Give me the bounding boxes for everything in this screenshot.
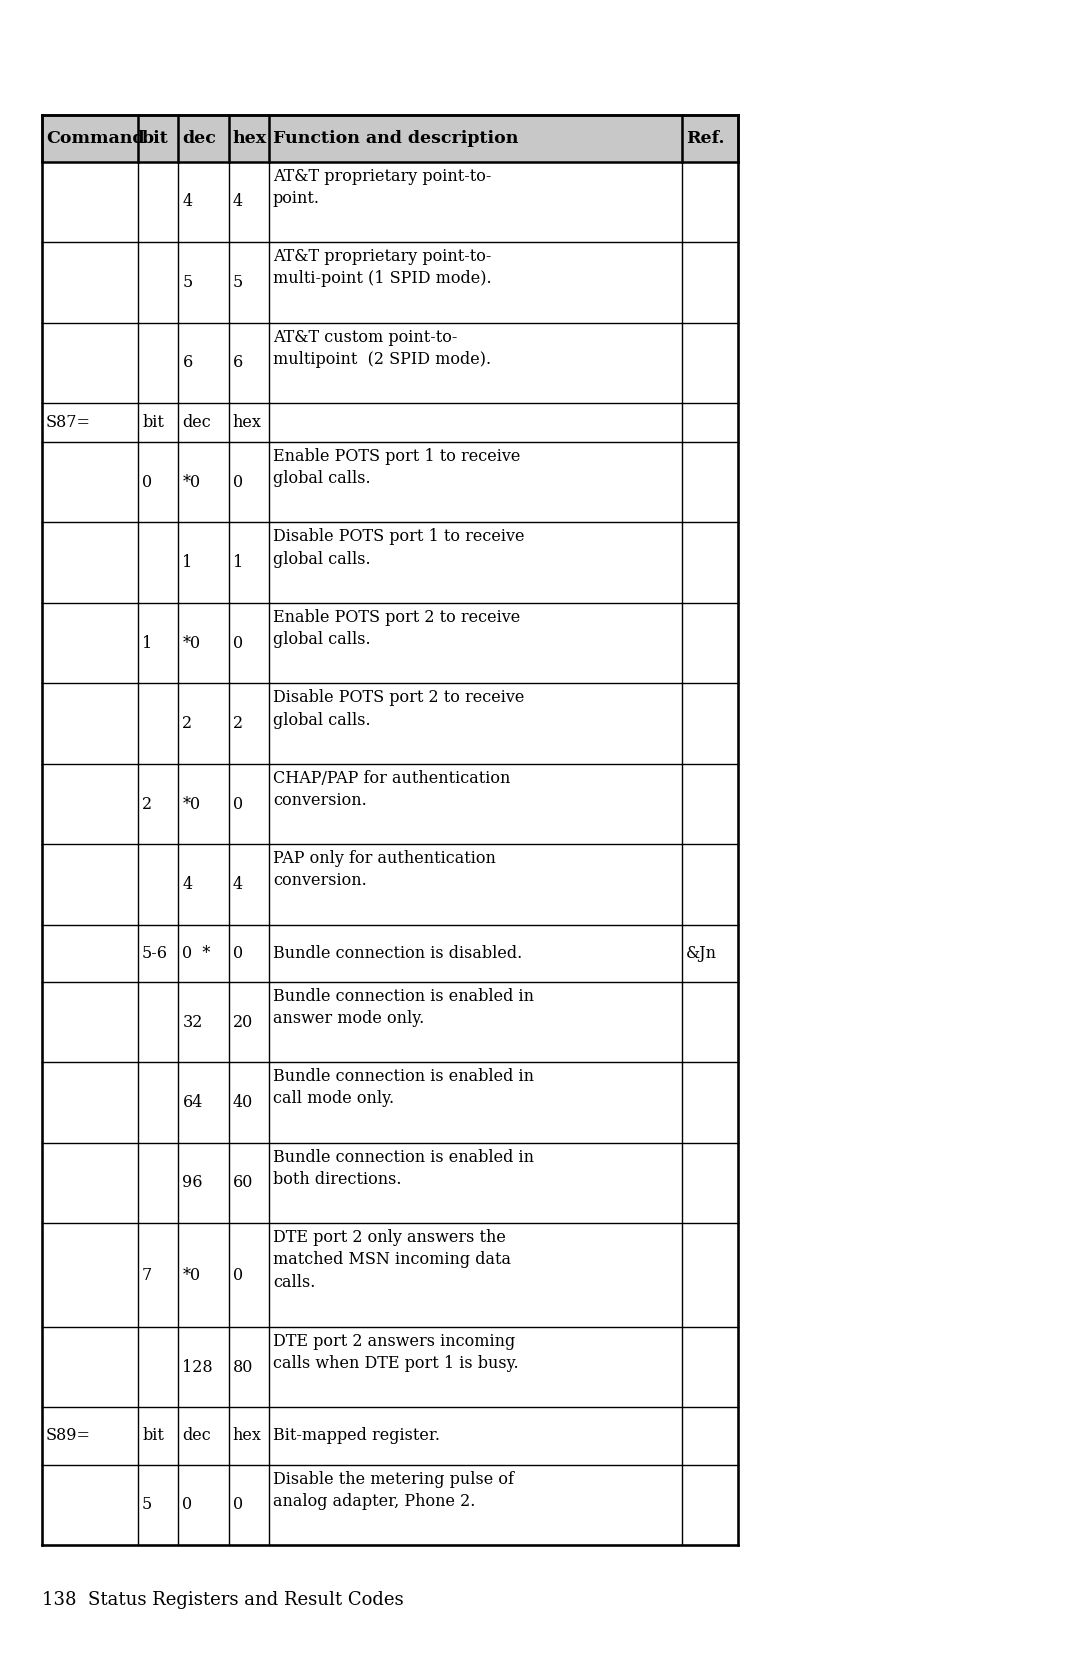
Text: 2: 2 bbox=[232, 714, 243, 733]
Bar bbox=[42, 1327, 738, 1407]
Text: 0: 0 bbox=[183, 1497, 192, 1514]
Bar bbox=[42, 522, 738, 603]
Text: bit: bit bbox=[143, 414, 164, 431]
Text: 60: 60 bbox=[232, 1175, 253, 1192]
Bar bbox=[42, 981, 738, 1061]
Bar bbox=[42, 683, 738, 764]
Text: 5: 5 bbox=[183, 274, 192, 290]
Text: Disable POTS port 1 to receive
global calls.: Disable POTS port 1 to receive global ca… bbox=[273, 529, 525, 567]
Text: bit: bit bbox=[143, 1427, 164, 1444]
Text: AT&T proprietary point-to-
point.: AT&T proprietary point-to- point. bbox=[273, 167, 491, 207]
Text: bit: bit bbox=[143, 130, 168, 147]
Text: 0  *: 0 * bbox=[183, 945, 211, 961]
Text: Disable POTS port 2 to receive
global calls.: Disable POTS port 2 to receive global ca… bbox=[273, 689, 524, 729]
Bar bbox=[42, 162, 738, 242]
Bar bbox=[42, 1061, 738, 1143]
Text: AT&T custom point-to-
multipoint  (2 SPID mode).: AT&T custom point-to- multipoint (2 SPID… bbox=[273, 329, 491, 367]
Text: Enable POTS port 1 to receive
global calls.: Enable POTS port 1 to receive global cal… bbox=[273, 447, 521, 487]
Bar bbox=[42, 1223, 738, 1327]
Bar bbox=[42, 603, 738, 683]
Text: 138  Status Registers and Result Codes: 138 Status Registers and Result Codes bbox=[42, 1591, 404, 1609]
Text: S87=: S87= bbox=[46, 414, 91, 431]
Bar bbox=[42, 404, 738, 442]
Text: 4: 4 bbox=[232, 876, 243, 893]
Text: &Jn: &Jn bbox=[686, 945, 717, 961]
Text: 128: 128 bbox=[183, 1359, 213, 1375]
Text: S89=: S89= bbox=[46, 1427, 91, 1444]
Bar bbox=[42, 1407, 738, 1464]
Bar bbox=[42, 1464, 738, 1545]
Text: Function and description: Function and description bbox=[273, 130, 518, 147]
Text: 40: 40 bbox=[232, 1093, 253, 1112]
Text: 4: 4 bbox=[183, 194, 192, 210]
Text: 0: 0 bbox=[232, 945, 243, 961]
Text: Disable the metering pulse of
analog adapter, Phone 2.: Disable the metering pulse of analog ada… bbox=[273, 1470, 514, 1510]
Text: hex: hex bbox=[232, 414, 261, 431]
Text: hex: hex bbox=[232, 1427, 261, 1444]
Text: Bundle connection is enabled in
call mode only.: Bundle connection is enabled in call mod… bbox=[273, 1068, 534, 1108]
Text: Bundle connection is enabled in
answer mode only.: Bundle connection is enabled in answer m… bbox=[273, 988, 534, 1026]
Text: 20: 20 bbox=[232, 1013, 253, 1030]
Text: 0: 0 bbox=[143, 474, 152, 491]
Text: 1: 1 bbox=[143, 634, 152, 651]
Text: 2: 2 bbox=[183, 714, 192, 733]
Text: Command: Command bbox=[46, 130, 145, 147]
Text: 0: 0 bbox=[232, 474, 243, 491]
Text: Bundle connection is disabled.: Bundle connection is disabled. bbox=[273, 945, 522, 961]
Text: Bit-mapped register.: Bit-mapped register. bbox=[273, 1427, 440, 1444]
Text: 96: 96 bbox=[183, 1175, 203, 1192]
Bar bbox=[42, 925, 738, 981]
Text: *0: *0 bbox=[183, 1267, 201, 1283]
Text: 7: 7 bbox=[143, 1267, 152, 1283]
Bar bbox=[42, 115, 738, 162]
Text: 64: 64 bbox=[183, 1093, 203, 1112]
Text: DTE port 2 answers incoming
calls when DTE port 1 is busy.: DTE port 2 answers incoming calls when D… bbox=[273, 1334, 518, 1372]
Text: AT&T proprietary point-to-
multi-point (1 SPID mode).: AT&T proprietary point-to- multi-point (… bbox=[273, 249, 491, 287]
Text: Bundle connection is enabled in
both directions.: Bundle connection is enabled in both dir… bbox=[273, 1148, 534, 1188]
Bar bbox=[42, 442, 738, 522]
Bar bbox=[42, 322, 738, 404]
Text: dec: dec bbox=[183, 1427, 212, 1444]
Text: CHAP/PAP for authentication
conversion.: CHAP/PAP for authentication conversion. bbox=[273, 769, 510, 809]
Text: dec: dec bbox=[183, 414, 212, 431]
Text: 6: 6 bbox=[183, 354, 192, 371]
Text: *0: *0 bbox=[183, 796, 201, 813]
Text: hex: hex bbox=[232, 130, 267, 147]
Text: 5: 5 bbox=[143, 1497, 152, 1514]
Text: 6: 6 bbox=[232, 354, 243, 371]
Text: 0: 0 bbox=[232, 1497, 243, 1514]
Text: 0: 0 bbox=[232, 1267, 243, 1283]
Text: 4: 4 bbox=[232, 194, 243, 210]
Bar bbox=[42, 845, 738, 925]
Text: 0: 0 bbox=[232, 796, 243, 813]
Text: 4: 4 bbox=[183, 876, 192, 893]
Text: Enable POTS port 2 to receive
global calls.: Enable POTS port 2 to receive global cal… bbox=[273, 609, 521, 648]
Bar bbox=[42, 242, 738, 322]
Bar bbox=[42, 1143, 738, 1223]
Text: 1: 1 bbox=[232, 554, 243, 571]
Text: 80: 80 bbox=[232, 1359, 253, 1375]
Bar bbox=[42, 764, 738, 845]
Text: *0: *0 bbox=[183, 474, 201, 491]
Text: 5: 5 bbox=[232, 274, 243, 290]
Text: dec: dec bbox=[183, 130, 216, 147]
Text: 2: 2 bbox=[143, 796, 152, 813]
Text: *0: *0 bbox=[183, 634, 201, 651]
Text: 1: 1 bbox=[183, 554, 192, 571]
Text: 5-6: 5-6 bbox=[143, 945, 168, 961]
Text: Ref.: Ref. bbox=[686, 130, 725, 147]
Text: 0: 0 bbox=[232, 634, 243, 651]
Text: PAP only for authentication
conversion.: PAP only for authentication conversion. bbox=[273, 850, 496, 890]
Text: DTE port 2 only answers the
matched MSN incoming data
calls.: DTE port 2 only answers the matched MSN … bbox=[273, 1228, 511, 1290]
Text: 32: 32 bbox=[183, 1013, 203, 1030]
